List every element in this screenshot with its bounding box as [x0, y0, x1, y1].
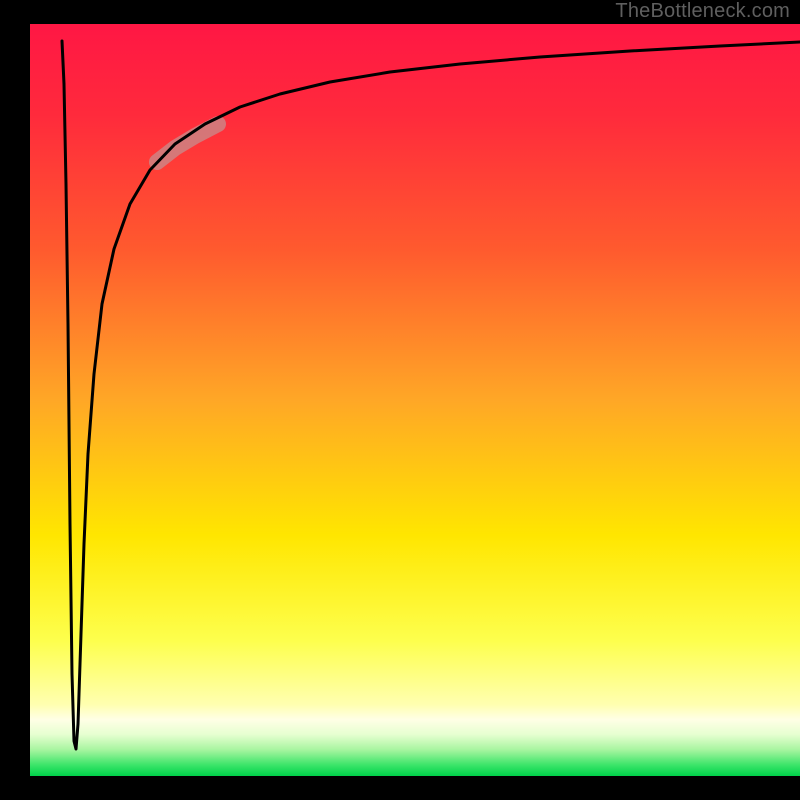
curve-layer [30, 24, 800, 776]
plot-area [30, 24, 800, 776]
chart-stage: TheBottleneck.com [0, 0, 800, 800]
bottleneck-curve [62, 41, 800, 749]
highlight-segment [157, 124, 218, 162]
watermark-text: TheBottleneck.com [615, 0, 790, 23]
